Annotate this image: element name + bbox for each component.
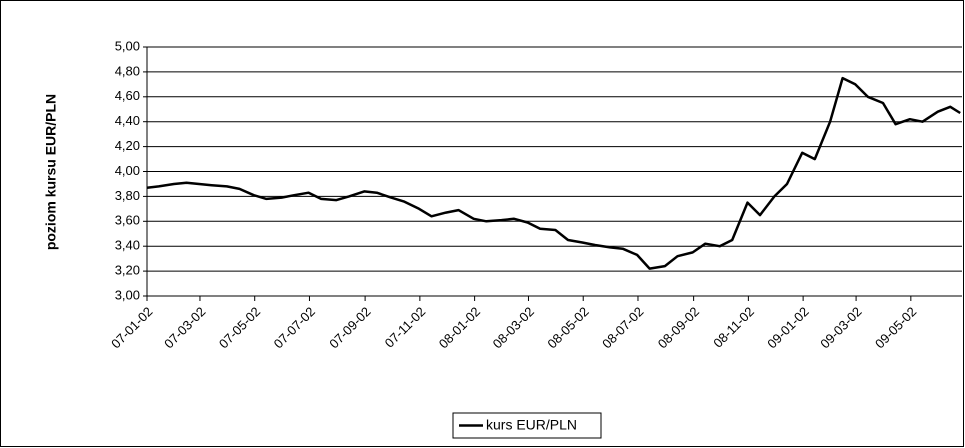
y-tick-label: 4,00	[115, 163, 140, 178]
y-tick-label: 4,40	[115, 113, 140, 128]
y-tick-label: 4,80	[115, 63, 140, 78]
y-tick-label: 3,40	[115, 238, 140, 253]
legend-label: kurs EUR/PLN	[486, 417, 577, 433]
y-tick-label: 3,60	[115, 213, 140, 228]
y-tick-label: 3,00	[115, 287, 140, 302]
y-tick-label: 3,20	[115, 263, 140, 278]
data-line	[146, 76, 961, 270]
y-tick-label: 5,00	[115, 38, 140, 53]
y-axis-title: poziom kursu EUR/PLN	[43, 94, 59, 250]
y-tick-label: 4,20	[115, 138, 140, 153]
y-tick-label: 3,80	[115, 188, 140, 203]
y-tick-label: 4,60	[115, 88, 140, 103]
